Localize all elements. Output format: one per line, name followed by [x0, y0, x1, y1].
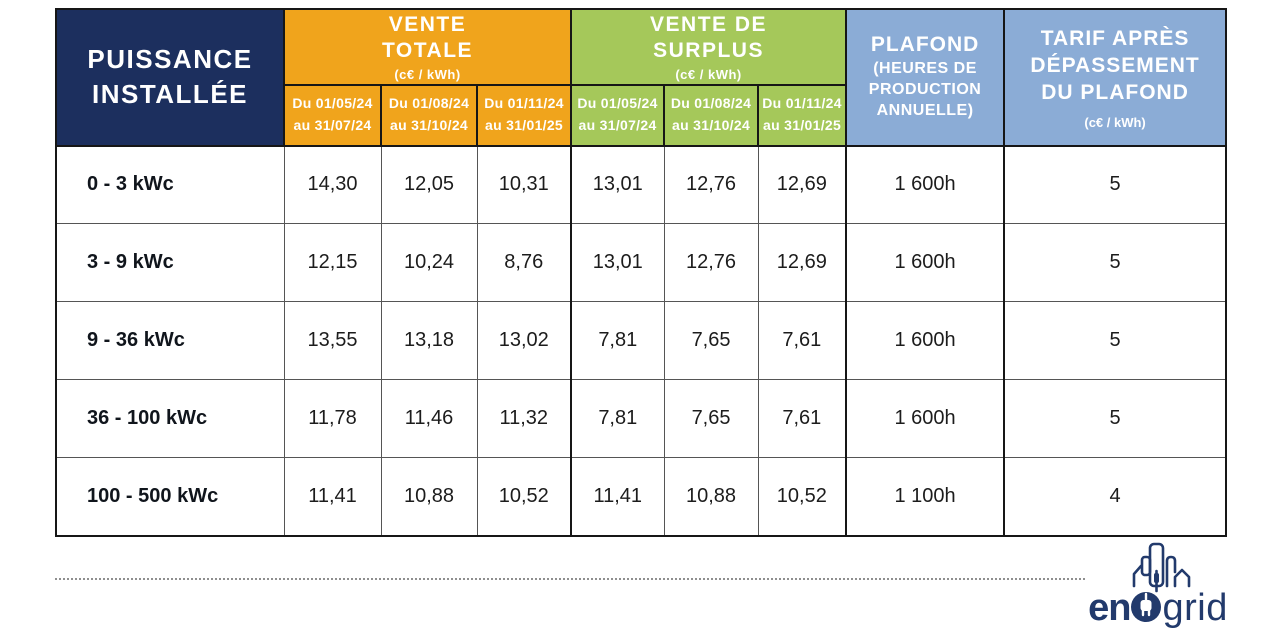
- cell-plafond: 1 600h: [845, 145, 1005, 224]
- cell-plafond: 1 100h: [845, 457, 1005, 536]
- table-row: 36 - 100 kWc 11,78 11,46 11,32 7,81 7,65…: [55, 379, 1227, 458]
- logo-part-grid: grid: [1162, 587, 1228, 629]
- row-label: 36 - 100 kWc: [55, 379, 285, 458]
- cell-vs: 10,88: [663, 457, 759, 536]
- cell-tarif: 4: [1003, 457, 1227, 536]
- table-row: 100 - 500 kWc 11,41 10,88 10,52 11,41 10…: [55, 457, 1227, 536]
- vente-surplus-unit: (c€ / kWh): [675, 66, 742, 82]
- plafond-title: PLAFOND: [870, 33, 980, 57]
- cell-vt: 10,24: [380, 223, 478, 302]
- cell-vt: 8,76: [476, 223, 572, 302]
- cell-tarif: 5: [1003, 301, 1227, 380]
- cell-vt: 12,05: [380, 145, 478, 224]
- row-label: 100 - 500 kWc: [55, 457, 285, 536]
- header-vente-totale: VENTE TOTALE (c€ / kWh): [282, 8, 573, 86]
- cell-tarif: 5: [1003, 223, 1227, 302]
- cell-vs: 12,76: [663, 145, 759, 224]
- cell-vt: 12,15: [283, 223, 382, 302]
- cell-vt: 10,52: [476, 457, 572, 536]
- period-vt-3: Du 01/11/24 au 31/01/25: [475, 83, 573, 147]
- table-row: 9 - 36 kWc 13,55 13,18 13,02 7,81 7,65 7…: [55, 301, 1227, 380]
- header-plafond: PLAFOND (HEURES DE PRODUCTION ANNUELLE): [845, 8, 1006, 147]
- cell-vs: 7,61: [757, 301, 847, 380]
- divider-dashed-line: [55, 578, 1085, 580]
- tarif-unit: (c€ / kWh): [1084, 114, 1146, 130]
- period-vs-2: Du 01/08/24 au 31/10/24: [663, 83, 760, 147]
- cell-vs: 12,76: [663, 223, 759, 302]
- cell-vs: 7,81: [570, 301, 665, 380]
- cell-vs: 10,52: [757, 457, 847, 536]
- row-label: 3 - 9 kWc: [55, 223, 285, 302]
- cell-tarif: 5: [1003, 145, 1227, 224]
- cell-vt: 11,32: [476, 379, 572, 458]
- vente-totale-unit: (c€ / kWh): [394, 66, 461, 82]
- vente-totale-title: VENTE TOTALE: [381, 13, 474, 63]
- vente-surplus-title: VENTE DE SURPLUS: [650, 13, 768, 63]
- cell-vt: 13,02: [476, 301, 572, 380]
- header-tarif-depassement: TARIF APRÈS DÉPASSEMENT DU PLAFOND (c€ /…: [1003, 8, 1228, 147]
- period-vt-2: Du 01/08/24 au 31/10/24: [380, 83, 478, 147]
- enogrid-logo: en grid: [1088, 541, 1228, 627]
- table-row: 0 - 3 kWc 14,30 12,05 10,31 13,01 12,76 …: [55, 145, 1227, 224]
- cell-vt: 13,55: [283, 301, 382, 380]
- table-row: 3 - 9 kWc 12,15 10,24 8,76 13,01 12,76 1…: [55, 223, 1227, 302]
- cell-plafond: 1 600h: [845, 379, 1005, 458]
- cell-vs: 12,69: [757, 145, 847, 224]
- logo-part-o plug-icon: [1131, 592, 1162, 622]
- period-vs-3: Du 01/11/24 au 31/01/25: [757, 83, 848, 147]
- tariff-table: PUISSANCE INSTALLÉE VENTE TOTALE (c€ / k…: [55, 8, 1228, 537]
- cell-plafond: 1 600h: [845, 223, 1005, 302]
- cell-vs: 12,69: [757, 223, 847, 302]
- cell-vs: 7,81: [570, 379, 665, 458]
- cell-vs: 13,01: [570, 145, 665, 224]
- cell-vt: 10,31: [476, 145, 572, 224]
- buildings-icon: [1132, 542, 1191, 593]
- header-puissance-installee: PUISSANCE INSTALLÉE: [55, 8, 285, 147]
- logo-text: en grid: [1088, 589, 1228, 627]
- cell-plafond: 1 600h: [845, 301, 1005, 380]
- period-vt-1: Du 01/05/24 au 31/07/24: [283, 83, 382, 147]
- cell-vt: 11,46: [380, 379, 478, 458]
- header-vente-surplus: VENTE DE SURPLUS (c€ / kWh): [570, 8, 848, 86]
- cell-vs: 7,61: [757, 379, 847, 458]
- period-vs-1: Du 01/05/24 au 31/07/24: [570, 83, 666, 147]
- plafond-subtitle: (HEURES DE PRODUCTION ANNUELLE): [868, 60, 982, 119]
- cell-vs: 13,01: [570, 223, 665, 302]
- cell-vs: 7,65: [663, 379, 759, 458]
- logo-part-en: en: [1088, 587, 1131, 629]
- row-label: 0 - 3 kWc: [55, 145, 285, 224]
- cell-vt: 10,88: [380, 457, 478, 536]
- cell-vt: 14,30: [283, 145, 382, 224]
- cell-vs: 7,65: [663, 301, 759, 380]
- row-label: 9 - 36 kWc: [55, 301, 285, 380]
- cell-vt: 13,18: [380, 301, 478, 380]
- cell-vs: 11,41: [570, 457, 665, 536]
- cell-tarif: 5: [1003, 379, 1227, 458]
- cell-vt: 11,78: [283, 379, 382, 458]
- cell-vt: 11,41: [283, 457, 382, 536]
- tarif-title: TARIF APRÈS DÉPASSEMENT DU PLAFOND: [1030, 26, 1200, 105]
